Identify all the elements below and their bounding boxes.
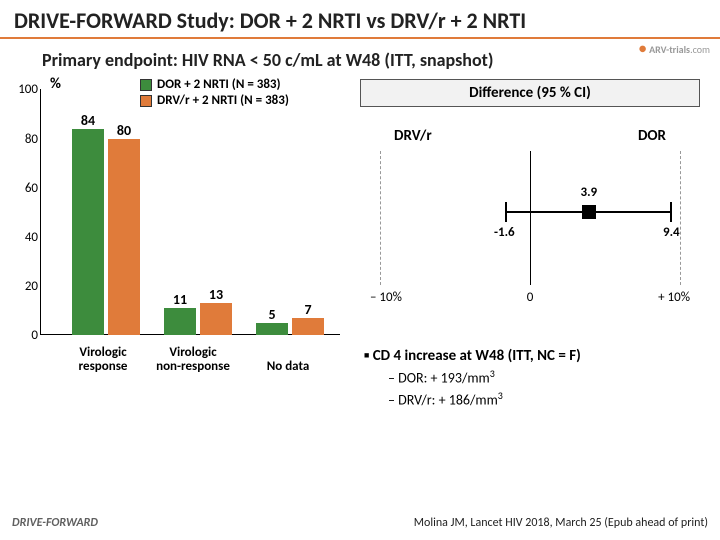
brand-logo: ● ARV-trials.com xyxy=(638,40,710,57)
legend-text: DRV/r + 2 NRTI (N = 383) xyxy=(157,93,289,108)
category-label: Virologicnon-response xyxy=(136,346,250,373)
bar xyxy=(164,308,196,335)
bar xyxy=(72,129,104,336)
bar-value: 7 xyxy=(292,301,324,318)
ci-right-label: DOR xyxy=(638,127,666,145)
footer-citation: Molina JM, Lancet HIV 2018, March 25 (Ep… xyxy=(414,516,708,530)
ytick: 0 xyxy=(14,328,38,343)
footer-study-name: DRIVE-FORWARD xyxy=(12,516,98,530)
cd4-notes: ▪ CD 4 increase at W48 (ITT, NC = F) – D… xyxy=(360,347,700,408)
category-label: No data xyxy=(248,360,328,374)
ci-cap xyxy=(505,202,507,222)
ytick: 20 xyxy=(14,279,38,294)
ci-point xyxy=(582,205,596,219)
ytick: 80 xyxy=(14,132,38,147)
y-unit: % xyxy=(50,75,61,93)
chart-legend: DOR + 2 NRTI (N = 383)DRV/r + 2 NRTI (N … xyxy=(140,77,289,109)
legend-item: DOR + 2 NRTI (N = 383) xyxy=(140,77,289,92)
page-title: DRIVE-FORWARD Study: DOR + 2 NRTI vs DRV… xyxy=(14,8,706,33)
legend-chip xyxy=(140,95,152,107)
ci-title: Difference (95 % CI) xyxy=(360,79,700,107)
bar xyxy=(292,318,324,335)
ci-tick-center: 0 xyxy=(527,290,534,305)
ci-left-label: DRV/r xyxy=(394,127,432,145)
bar-value: 13 xyxy=(200,286,232,303)
bar xyxy=(108,139,140,336)
ci-limit-line xyxy=(680,151,682,285)
ytick: 40 xyxy=(14,230,38,245)
ci-value: 3.9 xyxy=(581,185,598,200)
ytick: 100 xyxy=(14,82,38,97)
ci-limit-line xyxy=(380,151,382,285)
y-axis xyxy=(40,89,41,335)
ci-tick-left: – 10% xyxy=(370,290,402,305)
subtitle: Primary endpoint: HIV RNA < 50 c/mL at W… xyxy=(0,39,720,77)
bar-value: 5 xyxy=(256,306,288,323)
bar-value: 80 xyxy=(108,122,140,139)
ci-plot: – 10% 0 + 10% 3.9 -1.6 9.4 xyxy=(360,151,700,321)
ci-zero-line xyxy=(530,151,531,285)
legend-chip xyxy=(140,79,152,91)
ci-value: -1.6 xyxy=(494,225,515,240)
bar-value: 84 xyxy=(72,112,104,129)
legend-text: DOR + 2 NRTI (N = 383) xyxy=(157,77,281,92)
legend-item: DRV/r + 2 NRTI (N = 383) xyxy=(140,93,289,108)
ci-value: 9.4 xyxy=(663,225,680,240)
ci-cap xyxy=(670,202,672,222)
ci-tick-right: + 10% xyxy=(658,290,690,305)
bar-value: 11 xyxy=(164,291,196,308)
ytick: 60 xyxy=(14,181,38,196)
bar xyxy=(200,303,232,335)
bar xyxy=(256,323,288,335)
bar-chart: % DOR + 2 NRTI (N = 383)DRV/r + 2 NRTI (… xyxy=(20,77,350,357)
category-label: Virologicresponse xyxy=(60,346,146,373)
